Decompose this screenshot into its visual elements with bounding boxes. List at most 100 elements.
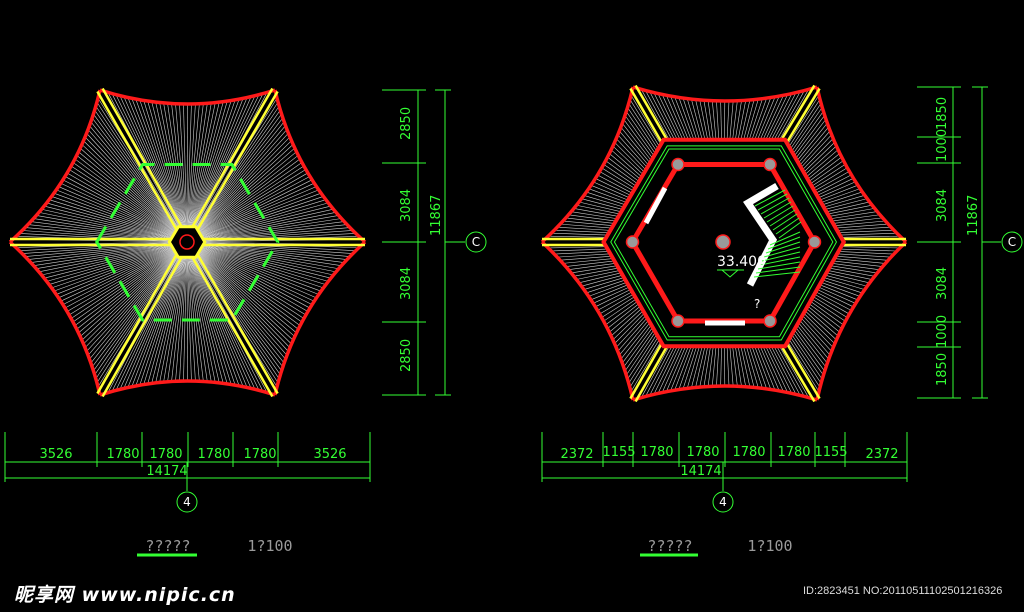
right-roof-hatch: [820, 282, 861, 297]
left-roof-hatch: [196, 147, 295, 235]
left-roof-hatch: [72, 248, 178, 323]
right-roof-hatch: [819, 184, 858, 201]
left-roof-hatch: [175, 103, 187, 230]
left-roof-eave: [273, 89, 367, 244]
right-roof-hatch: [815, 174, 852, 194]
left-roof-hatch: [189, 102, 220, 230]
left-ridge: [188, 239, 279, 395]
right-roof-hatch: [806, 308, 839, 337]
right-roof-hatch: [743, 346, 755, 388]
right-roof-hatch: [838, 251, 894, 255]
left-roof-hatch: [197, 179, 313, 237]
dim-left-v1: 2850: [399, 107, 414, 140]
column: [671, 314, 685, 328]
right-roof-hatch: [830, 211, 878, 220]
left-roof-hatch: [46, 202, 176, 239]
right-roof-hatch: [831, 263, 880, 271]
left-roof-hatch: [198, 245, 324, 289]
right-roof-hatch: [548, 235, 607, 238]
right-roof-hatch: [599, 171, 634, 192]
right-ridge: [781, 84, 816, 139]
left-roof-hatch: [80, 147, 178, 235]
left-roof-hatch: [70, 165, 177, 236]
axis-left-4: 4: [183, 495, 191, 509]
left-roof-hatch: [163, 254, 186, 383]
left-roof-hatch: [198, 189, 319, 238]
right-roof-hatch: [762, 346, 784, 392]
left-roof-hatch: [171, 254, 187, 382]
stair-tread: [778, 221, 802, 239]
right-roof-hatch: [678, 346, 695, 390]
right-roof-hatch: [814, 293, 850, 315]
right-roof-hatch: [571, 211, 618, 220]
right-roof-hatch: [612, 310, 644, 341]
left-roof-hatch: [198, 182, 315, 238]
right-roof-hatch: [751, 98, 767, 140]
left-roof-hatch: [76, 155, 178, 235]
left-roof-hatch: [72, 162, 178, 236]
left-roof-hatch: [198, 246, 322, 292]
right-roof-hatch: [835, 255, 889, 261]
right-roof-eave: [540, 86, 635, 244]
left-roof-hatch: [83, 250, 179, 345]
right-roof-hatch: [754, 97, 772, 140]
right-roof-hatch: [838, 229, 894, 233]
dim-left-v4: 2850: [399, 339, 414, 372]
left-roof-eave: [273, 240, 367, 396]
right-roof-hatch: [645, 90, 673, 140]
right-roof-hatch: [716, 346, 720, 387]
left-roof-hatch: [143, 100, 184, 230]
right-roof-hatch: [645, 346, 673, 397]
right-roof-hatch: [806, 149, 839, 178]
right-roof-hatch: [822, 279, 863, 294]
right-roof-hatch: [812, 296, 848, 318]
right-roof-hatch: [829, 267, 875, 277]
left-roof-hatch: [51, 245, 176, 289]
right-roof-hatch: [601, 296, 636, 318]
left-roof-hatch: [200, 243, 348, 260]
right-roof-hatch: [773, 91, 801, 140]
left-roof-hatch: [167, 254, 186, 382]
left-ridge: [101, 242, 191, 398]
left-roof-hatch: [58, 246, 176, 299]
right-roof-eave: [540, 240, 635, 401]
left-roof-hatch: [199, 205, 331, 239]
left-roof-hatch: [159, 254, 186, 383]
right-roof-hatch: [726, 346, 730, 387]
right-roof-hatch: [695, 346, 706, 388]
image-id: ID:2823451 NO:20110511102501216326: [803, 585, 1003, 597]
left-roof-hatch: [196, 155, 299, 235]
right-roof-hatch: [583, 195, 625, 208]
left-roof-eave: [99, 88, 276, 106]
right-roof-hatch: [732, 100, 738, 140]
left-roof-hatch: [78, 249, 178, 334]
right-roof-hatch: [835, 223, 889, 229]
right-roof-hatch: [674, 96, 692, 140]
right-roof-hatch: [605, 301, 638, 326]
right-axis-bubble: [1001, 231, 1023, 253]
left-roof-hatch: [196, 249, 297, 334]
right-roof-hatch: [576, 204, 620, 215]
dim-left-h1: 3526: [39, 447, 72, 462]
right-roof-hatch: [627, 334, 658, 380]
right-roof-hatch: [562, 258, 614, 264]
left-roof-hatch: [195, 121, 285, 233]
right-roof-hatch: [605, 160, 638, 185]
left-roof-hatch: [197, 247, 313, 305]
right-roof-hatch: [819, 284, 858, 301]
right-roof-hatch: [666, 95, 686, 140]
right-roof-hatch: [612, 145, 644, 175]
right-roof-hatch: [776, 346, 805, 397]
stair-tread: [757, 261, 801, 270]
right-plan-title: ?????: [647, 537, 692, 555]
right-roof-hatch: [568, 263, 616, 271]
right-roof-hatch: [649, 91, 675, 140]
right-roof-hatch: [814, 171, 850, 192]
stair-note: ?: [754, 297, 760, 311]
right-roof-hatch: [653, 346, 678, 395]
right-roof-hatch: [610, 149, 642, 178]
left-roof-hatch: [58, 186, 176, 238]
right-roof-hatch: [804, 310, 837, 341]
